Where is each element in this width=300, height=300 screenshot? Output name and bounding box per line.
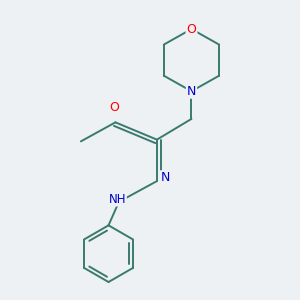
Text: N: N <box>161 171 170 184</box>
Text: N: N <box>187 85 196 98</box>
Text: O: O <box>187 22 196 35</box>
Text: NH: NH <box>108 193 126 206</box>
Text: O: O <box>109 101 118 114</box>
